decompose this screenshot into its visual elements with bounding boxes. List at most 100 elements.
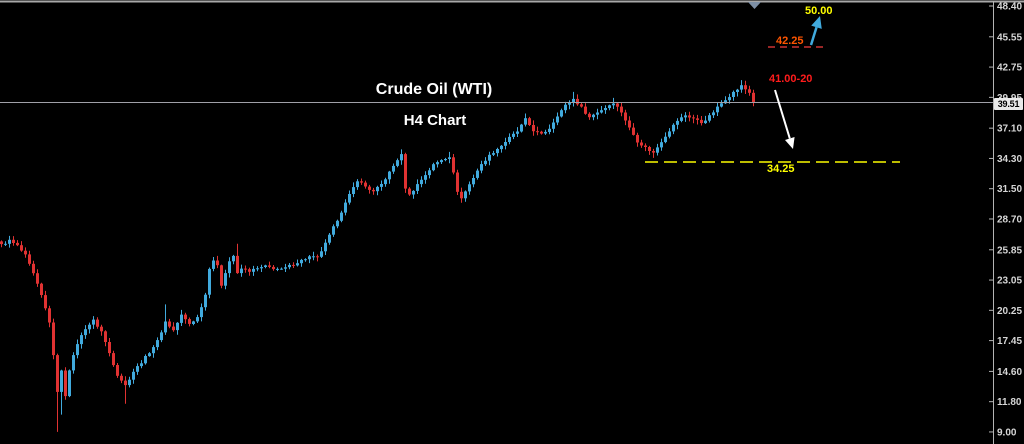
candle xyxy=(68,369,71,398)
candle xyxy=(372,187,375,195)
candle xyxy=(548,124,551,135)
candle xyxy=(268,261,271,269)
candle xyxy=(452,154,455,175)
candle xyxy=(152,345,155,358)
candle xyxy=(252,265,255,276)
candle xyxy=(620,102,623,117)
y-axis-tick-label: 42.75 xyxy=(997,63,1022,74)
candle xyxy=(28,250,31,266)
candle xyxy=(156,337,159,351)
y-axis-tick-label: 25.85 xyxy=(997,245,1022,256)
candle xyxy=(240,264,243,277)
candle xyxy=(132,368,135,384)
candle xyxy=(392,163,395,174)
candle xyxy=(188,317,191,327)
candle xyxy=(524,113,527,127)
candle xyxy=(60,369,63,415)
candle xyxy=(312,251,315,261)
candle xyxy=(320,247,323,258)
candle xyxy=(696,114,699,125)
candle xyxy=(296,259,299,267)
candle xyxy=(96,317,99,329)
candle xyxy=(316,254,319,262)
candle xyxy=(412,190,415,199)
candle xyxy=(124,376,127,404)
candle xyxy=(520,123,523,133)
bullish-target-arrow[interactable] xyxy=(809,16,822,46)
candle xyxy=(672,123,675,135)
candle xyxy=(212,257,215,272)
candle xyxy=(160,330,163,343)
candle xyxy=(324,239,327,255)
candle xyxy=(256,266,259,272)
candle xyxy=(752,89,755,107)
candle xyxy=(748,85,751,96)
candle xyxy=(32,260,35,276)
candle xyxy=(72,352,75,374)
candle xyxy=(208,267,211,299)
bearish-scenario-arrow[interactable] xyxy=(774,89,795,149)
candle xyxy=(436,160,439,168)
y-axis-tick-label: 34.30 xyxy=(997,154,1022,165)
supply-zone-price-label: 41.00-20 xyxy=(769,73,813,85)
candle xyxy=(180,309,183,326)
candle xyxy=(48,305,51,328)
candle xyxy=(92,316,95,329)
candle xyxy=(480,160,483,174)
candle xyxy=(584,103,587,115)
candle xyxy=(488,151,491,166)
candle xyxy=(424,171,427,184)
candle xyxy=(204,292,207,311)
candle xyxy=(344,199,347,216)
candle xyxy=(512,131,515,140)
candle xyxy=(692,114,695,124)
candle xyxy=(288,263,291,270)
candle xyxy=(164,304,167,335)
candle xyxy=(20,241,23,252)
candle xyxy=(528,116,531,126)
candle xyxy=(616,102,619,112)
candle xyxy=(580,102,583,108)
candle xyxy=(0,240,3,248)
candle xyxy=(300,258,303,267)
candle xyxy=(100,324,103,336)
candle xyxy=(396,158,399,168)
candle xyxy=(12,236,15,246)
candle xyxy=(400,149,403,165)
candle xyxy=(492,150,495,156)
candle xyxy=(712,110,715,118)
candle xyxy=(588,112,591,120)
candle xyxy=(612,97,615,109)
candle xyxy=(576,94,579,106)
candle xyxy=(36,269,39,287)
candle xyxy=(136,363,139,375)
candle xyxy=(432,162,435,172)
candle xyxy=(260,264,263,272)
candle xyxy=(740,80,743,93)
candle xyxy=(228,257,231,278)
y-axis-tick-label: 11.80 xyxy=(997,397,1022,408)
candle xyxy=(428,167,431,179)
candle xyxy=(8,235,11,248)
candle xyxy=(176,322,179,335)
candle xyxy=(220,264,223,289)
candle xyxy=(476,168,479,180)
candle xyxy=(484,157,487,166)
candle xyxy=(140,360,143,369)
candle xyxy=(496,147,499,157)
candle xyxy=(192,320,195,326)
candle xyxy=(216,255,219,269)
candle xyxy=(104,330,107,347)
candle xyxy=(568,100,571,110)
candle xyxy=(172,322,175,332)
candle xyxy=(736,88,739,97)
candle xyxy=(700,116,703,126)
candle xyxy=(348,190,351,205)
candle xyxy=(704,115,707,124)
candle xyxy=(4,241,7,246)
y-axis-tick-label: 45.55 xyxy=(997,32,1022,43)
candle xyxy=(184,312,187,324)
candle xyxy=(388,170,391,184)
